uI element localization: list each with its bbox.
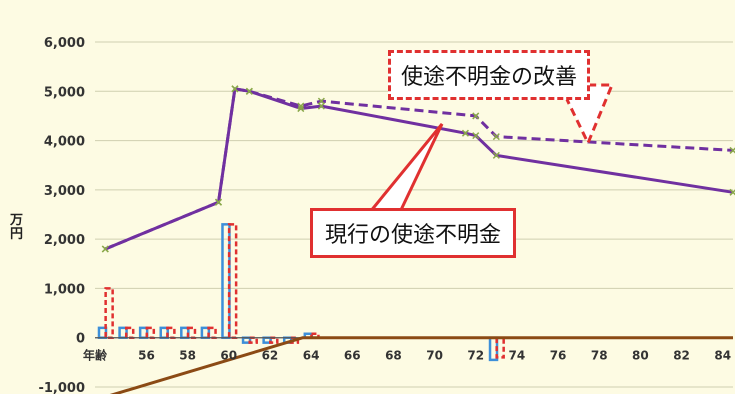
red-bar <box>207 326 217 339</box>
y-tick-label: 6,000 <box>44 36 85 51</box>
x-tick-label: 76 <box>550 349 567 363</box>
series-marker <box>472 112 480 120</box>
y-tick-label: 3,000 <box>44 184 85 199</box>
red-bar <box>495 336 505 359</box>
x-tick-label: 74 <box>509 349 526 363</box>
red-bar <box>186 326 197 339</box>
x-tick-label: 56 <box>138 349 155 363</box>
x-tick-label: 62 <box>262 349 279 363</box>
x-tick-label: 82 <box>673 349 690 363</box>
y-axis-unit-label: 万 円 <box>10 213 24 242</box>
x-tick-label: 80 <box>632 349 649 363</box>
y-tick-label: -1,000 <box>38 381 85 394</box>
x-axis-title: 年齢 <box>83 348 108 363</box>
series-marker <box>231 85 239 93</box>
series-marker <box>729 146 735 154</box>
callout-improved: 使途不明金の改善 <box>388 50 591 100</box>
red-bar <box>310 332 320 339</box>
series-marker <box>492 133 500 141</box>
red-bar <box>124 326 135 339</box>
y-tick-label: 0 <box>76 332 85 347</box>
x-tick-label: 58 <box>179 349 196 363</box>
series-marker <box>297 105 305 113</box>
x-tick-label: 64 <box>303 349 320 363</box>
x-tick-label: 72 <box>467 349 484 363</box>
red-bar <box>145 326 156 339</box>
series-line-1 <box>104 87 734 251</box>
x-tick-label: 70 <box>426 349 443 363</box>
red-bar <box>166 326 176 339</box>
series-marker <box>214 198 223 206</box>
y-tick-label: 4,000 <box>44 135 85 150</box>
series-marker <box>729 188 735 196</box>
x-tick-label: 78 <box>591 349 608 363</box>
x-tick-label: 84 <box>714 349 731 363</box>
series-line-0 <box>104 87 734 251</box>
series-marker <box>317 97 325 105</box>
series-marker <box>492 151 500 159</box>
series-marker <box>472 132 480 140</box>
series-marker <box>461 129 469 137</box>
y-tick-label: 2,000 <box>44 233 85 248</box>
x-tick-label: 68 <box>385 349 402 363</box>
callout-current: 現行の使途不明金 <box>310 208 517 258</box>
series-line-2 <box>109 336 733 394</box>
x-tick-label: 66 <box>344 349 361 363</box>
y-tick-label: 1,000 <box>44 282 85 297</box>
series-marker <box>245 87 253 95</box>
callout-current-pointer <box>366 123 444 214</box>
y-tick-label: 5,000 <box>44 85 85 100</box>
series-marker <box>101 245 109 253</box>
series-marker <box>297 102 305 110</box>
x-tick-label: 60 <box>220 349 237 363</box>
